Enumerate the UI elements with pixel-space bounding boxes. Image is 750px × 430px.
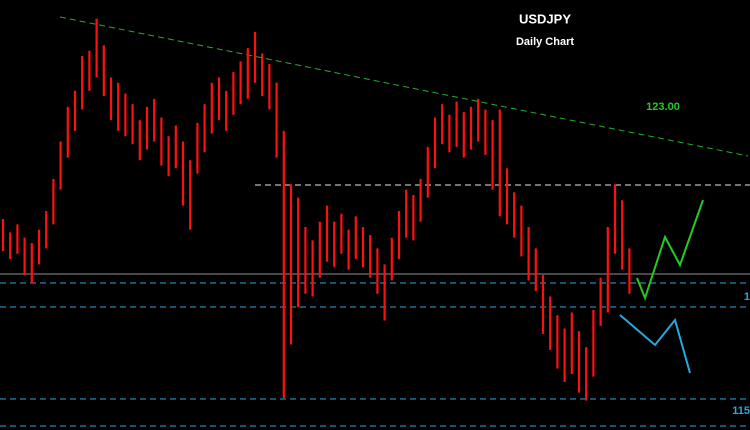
chart-subtitle: Daily Chart xyxy=(516,36,574,48)
trend-line xyxy=(59,16,749,157)
bullish-projection xyxy=(636,199,704,301)
level-label: 123.00 xyxy=(646,101,680,113)
chart-title: USDJPY xyxy=(519,11,571,26)
bearish-projection xyxy=(619,314,691,374)
level-label: 115 xyxy=(732,405,750,417)
level-label: 1 xyxy=(744,291,750,303)
